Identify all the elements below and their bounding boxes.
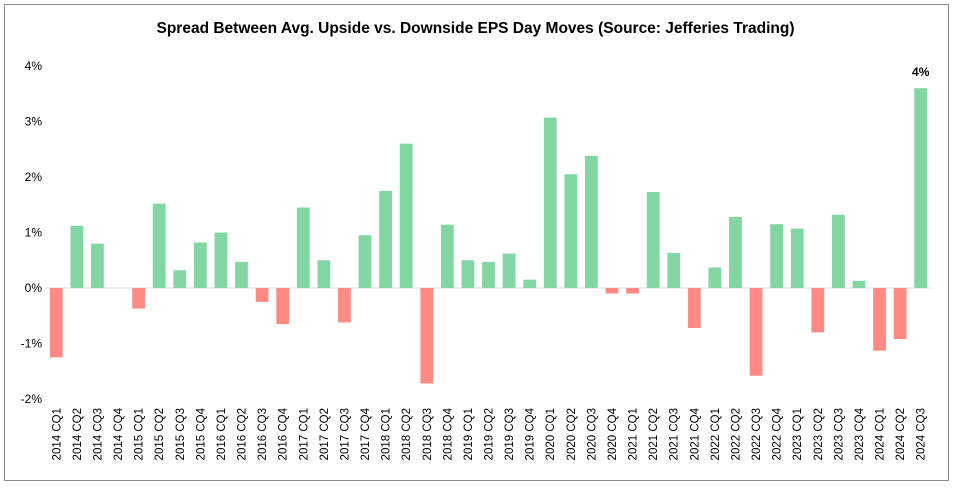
- bar: [358, 235, 372, 288]
- bar: [914, 88, 928, 288]
- x-tick-label: 2019 CQ1: [463, 408, 475, 460]
- bar: [235, 261, 248, 288]
- x-tick-label: 2017 CQ1: [298, 408, 310, 460]
- bar: [276, 288, 290, 325]
- y-tick-label: 2%: [25, 170, 43, 184]
- x-tick-label: 2015 CQ4: [195, 407, 207, 460]
- x-tick-label: 2014 CQ2: [72, 408, 84, 460]
- bar: [626, 288, 639, 294]
- bar: [605, 288, 619, 294]
- bar: [893, 288, 907, 340]
- bar: [70, 225, 84, 288]
- x-tick-label: 2019 CQ2: [484, 408, 496, 460]
- y-tick-label: 4%: [25, 59, 43, 73]
- y-tick-label: 1%: [25, 226, 43, 240]
- bar: [296, 207, 310, 288]
- bar: [585, 155, 598, 288]
- y-tick-label: -2%: [21, 392, 43, 406]
- x-tick-label: 2016 CQ1: [216, 408, 228, 460]
- bar: [543, 117, 557, 289]
- bar: [399, 143, 413, 288]
- x-tick-label: 2018 CQ3: [422, 408, 434, 460]
- bar: [152, 203, 166, 288]
- data-label: 4%: [912, 65, 930, 79]
- bar: [523, 279, 537, 288]
- x-tick-label: 2014 CQ1: [51, 408, 63, 460]
- x-tick-label: 2018 CQ1: [381, 408, 393, 460]
- x-tick-label: 2014 CQ4: [113, 407, 125, 460]
- x-tick-label: 2024 CQ3: [916, 408, 928, 460]
- y-axis: -2% -1% 0% 1% 2% 3% 4%: [21, 59, 43, 406]
- x-tick-label: 2021 CQ4: [689, 407, 701, 460]
- x-tick-label: 2023 CQ3: [833, 408, 845, 460]
- bar: [420, 288, 434, 384]
- x-tick-label: 2018 CQ4: [442, 407, 454, 460]
- x-tick-label: 2022 CQ1: [710, 408, 722, 460]
- bar: [461, 260, 475, 288]
- x-tick-label: 2024 CQ2: [895, 408, 907, 460]
- bar: [708, 267, 722, 288]
- x-tick-label: 2022 CQ4: [772, 407, 784, 460]
- bar: [832, 214, 845, 288]
- bar: [255, 288, 269, 302]
- x-tick-label: 2021 CQ1: [628, 408, 640, 460]
- bar: [49, 288, 63, 358]
- x-tick-label: 2019 CQ3: [504, 408, 516, 460]
- x-tick-label: 2017 CQ4: [360, 407, 372, 460]
- bar: [173, 270, 187, 288]
- x-tick-label: 2015 CQ2: [154, 408, 166, 460]
- bar: [852, 280, 866, 288]
- x-tick-label: 2020 CQ4: [607, 407, 619, 460]
- x-tick-label: 2014 CQ3: [92, 408, 104, 460]
- bar: [729, 216, 742, 288]
- x-tick-label: 2016 CQ2: [237, 408, 249, 460]
- bar: [873, 288, 886, 351]
- x-tick-label: 2015 CQ1: [134, 408, 146, 460]
- x-tick-label: 2022 CQ2: [730, 408, 742, 460]
- bar: [132, 288, 145, 309]
- x-tick-label: 2020 CQ2: [566, 408, 578, 460]
- bar: [687, 288, 701, 328]
- x-tick-label: 2020 CQ1: [545, 408, 557, 460]
- data-labels: 4%: [912, 65, 930, 79]
- bar: [667, 253, 681, 288]
- bar: [749, 288, 763, 376]
- x-tick-label: 2015 CQ3: [175, 408, 187, 460]
- bar: [790, 228, 804, 288]
- y-tick-label: 0%: [25, 281, 43, 295]
- bar: [770, 224, 784, 288]
- bar: [440, 224, 454, 288]
- bar: [811, 288, 825, 333]
- y-tick-label: -1%: [21, 337, 43, 351]
- x-tick-label: 2024 CQ1: [875, 408, 887, 460]
- x-tick-label: 2020 CQ3: [586, 408, 598, 460]
- x-tick-label: 2017 CQ2: [319, 408, 331, 460]
- bar: [564, 174, 578, 288]
- x-tick-label: 2023 CQ4: [854, 407, 866, 460]
- x-tick-label: 2018 CQ2: [401, 408, 413, 460]
- bar: [193, 242, 207, 288]
- x-axis: 2014 CQ1 2014 CQ2 2014 CQ3 2014 CQ4 2015 CQ1…: [51, 407, 927, 460]
- bar: [91, 243, 104, 288]
- x-tick-label: 2019 CQ4: [525, 407, 537, 460]
- x-tick-label: 2021 CQ3: [669, 408, 681, 460]
- x-tick-label: 2021 CQ2: [648, 408, 660, 460]
- x-tick-label: 2016 CQ3: [257, 408, 269, 460]
- bar: [482, 261, 495, 288]
- x-tick-label: 2016 CQ4: [278, 407, 290, 460]
- bar: [317, 260, 331, 288]
- x-tick-label: 2017 CQ3: [339, 408, 351, 460]
- bar: [214, 232, 228, 288]
- x-tick-label: 2022 CQ3: [751, 408, 763, 460]
- x-tick-label: 2023 CQ1: [792, 408, 804, 460]
- chart-title: Spread Between Avg. Upside vs. Downside …: [156, 20, 795, 37]
- bar: [338, 288, 351, 323]
- y-tick-label: 3%: [25, 115, 43, 129]
- bar: [379, 190, 392, 288]
- bar: [502, 253, 516, 288]
- bar: [646, 191, 660, 288]
- bars: [49, 88, 928, 384]
- x-tick-label: 2023 CQ2: [813, 408, 825, 460]
